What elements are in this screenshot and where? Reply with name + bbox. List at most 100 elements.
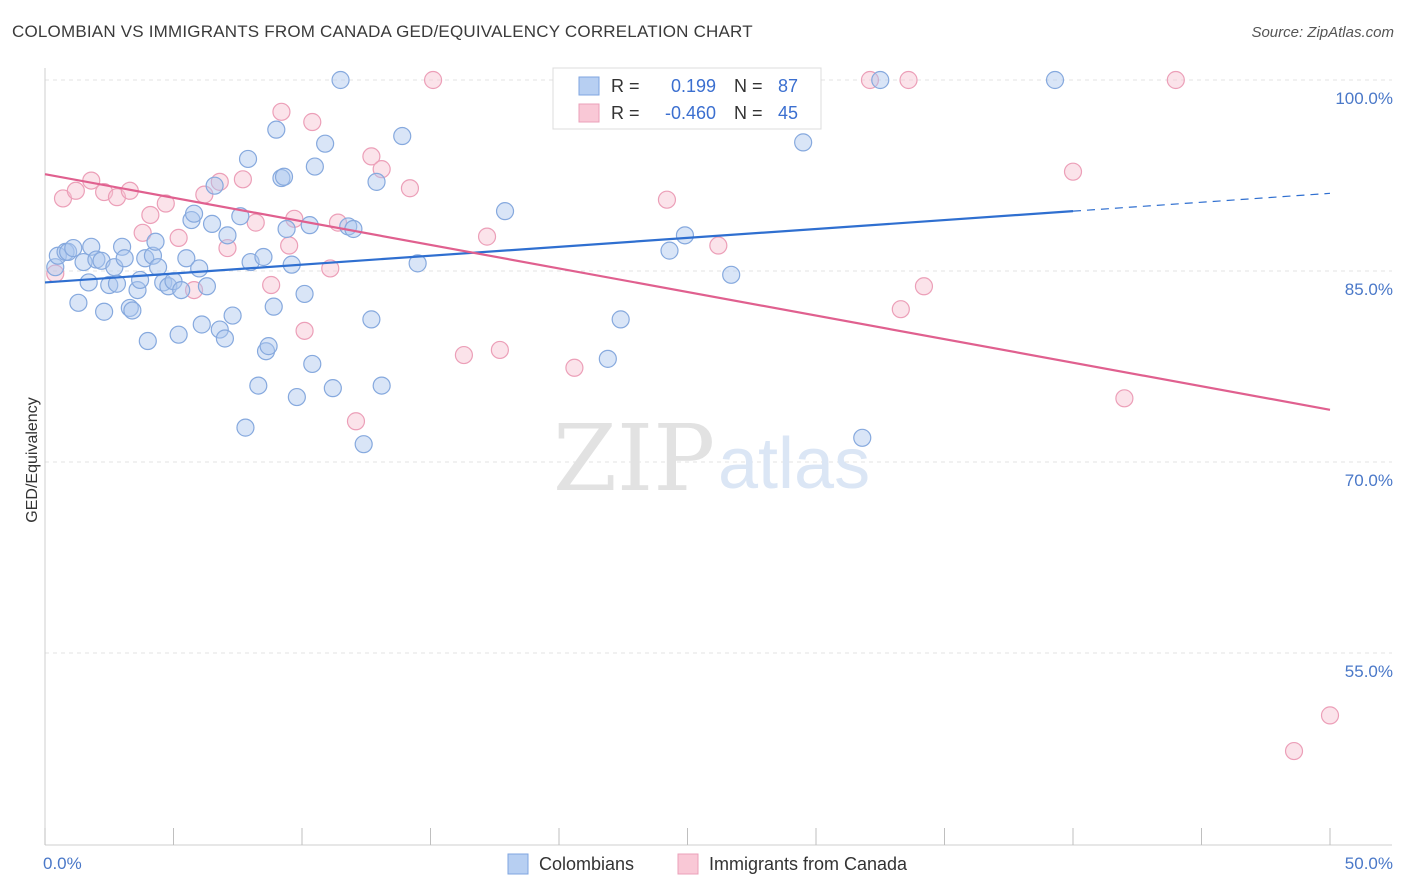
point-colombians (184, 204, 204, 223)
point-colombians (367, 172, 386, 191)
legend-n-label-1: N = (734, 76, 763, 96)
trend-lines (44, 173, 1331, 411)
correlation-legend: R = 0.199 N = 87 R = -0.460 N = 45 (552, 67, 822, 130)
legend-n-value-2: 45 (778, 103, 798, 123)
point-colombians (192, 315, 211, 334)
point-immigrants-from-canada (490, 340, 509, 360)
point-colombians (259, 337, 278, 356)
x-tick-min: 0.0% (43, 854, 82, 873)
legend-r-label-1: R = (611, 76, 640, 96)
point-colombians (794, 133, 813, 152)
y-tick-labels: 100.0% 85.0% 70.0% 55.0% (1335, 89, 1393, 681)
point-colombians (354, 435, 373, 454)
point-colombians (362, 310, 381, 329)
legend-swatch-blue (578, 76, 600, 96)
series-colombians (46, 70, 1065, 454)
point-colombians (305, 157, 324, 176)
point-immigrants-from-canada (891, 300, 910, 319)
point-colombians (143, 246, 163, 265)
point-colombians (177, 249, 196, 268)
point-colombians (123, 301, 142, 320)
point-colombians (331, 70, 350, 90)
point-immigrants-from-canada (899, 70, 918, 90)
point-immigrants-from-canada (400, 179, 420, 198)
point-colombians (853, 428, 872, 447)
point-colombians (495, 202, 515, 221)
point-immigrants-from-canada (272, 102, 291, 121)
point-colombians (202, 214, 222, 233)
point-colombians (393, 126, 412, 146)
y-tick-label: 85.0% (1345, 280, 1393, 299)
legend-r-value-2: -0.460 (665, 103, 716, 123)
point-colombians (408, 254, 427, 273)
point-immigrants-from-canada (454, 345, 474, 365)
point-colombians (130, 270, 150, 290)
point-colombians (64, 238, 83, 258)
series-immigrants-from-canada (46, 70, 1340, 761)
point-colombians (205, 176, 224, 195)
point-immigrants-from-canada (1284, 741, 1304, 761)
point-immigrants-from-canada (914, 277, 934, 296)
legend-swatch-pink (578, 103, 600, 123)
point-colombians (236, 418, 255, 437)
point-colombians (274, 167, 294, 186)
point-colombians (146, 232, 165, 251)
point-colombians (197, 277, 217, 296)
trend-line-colombians-extension (1072, 192, 1331, 212)
point-immigrants-from-canada (295, 321, 314, 340)
legend-n-label-2: N = (734, 103, 763, 123)
point-immigrants-from-canada (860, 70, 880, 90)
point-colombians (169, 325, 188, 344)
axes (44, 68, 1392, 846)
point-colombians (215, 329, 234, 348)
point-colombians (1045, 70, 1065, 90)
point-colombians (138, 331, 157, 351)
point-colombians (46, 258, 65, 277)
point-colombians (611, 310, 630, 329)
point-immigrants-from-canada (246, 213, 265, 232)
bottom-legend-swatch-immigrants (677, 853, 699, 875)
trend-line-immigrants-from-canada (44, 173, 1331, 411)
watermark-atlas: atlas (718, 424, 870, 504)
point-colombians (231, 207, 250, 226)
point-immigrants-from-canada (141, 205, 160, 225)
trend-line-colombians (44, 210, 1074, 284)
point-immigrants-from-canada (657, 190, 677, 209)
point-immigrants-from-canada (156, 194, 175, 213)
point-colombians (303, 354, 322, 374)
bottom-legend-swatch-colombians (507, 853, 529, 875)
point-colombians (95, 302, 114, 321)
point-colombians (277, 219, 296, 239)
point-colombians (249, 376, 268, 395)
point-colombians (218, 226, 237, 245)
point-immigrants-from-canada (280, 236, 299, 255)
y-tick-label: 70.0% (1345, 471, 1393, 490)
point-colombians (223, 306, 242, 325)
bottom-legend-immigrants: Immigrants from Canada (709, 854, 908, 874)
point-colombians (598, 349, 617, 368)
point-immigrants-from-canada (1063, 162, 1083, 181)
point-colombians (172, 281, 191, 300)
point-immigrants-from-canada (218, 238, 237, 258)
point-immigrants-from-canada (66, 181, 85, 200)
point-colombians (372, 376, 391, 395)
point-immigrants-from-canada (362, 147, 381, 166)
point-immigrants-from-canada (1320, 706, 1340, 725)
point-colombians (871, 70, 890, 90)
point-colombians (100, 275, 119, 295)
point-colombians (267, 120, 286, 139)
bottom-legend-colombians: Colombians (539, 854, 634, 874)
point-colombians (323, 379, 342, 398)
point-colombians (660, 241, 679, 260)
point-immigrants-from-canada (169, 228, 188, 247)
point-colombians (79, 273, 98, 292)
point-immigrants-from-canada (133, 223, 152, 242)
point-immigrants-from-canada (346, 412, 366, 431)
point-colombians (722, 265, 741, 284)
point-colombians (238, 149, 258, 169)
legend-r-label-2: R = (611, 103, 640, 123)
point-immigrants-from-canada (321, 259, 340, 278)
point-colombians (256, 342, 276, 361)
point-colombians (112, 237, 132, 256)
point-immigrants-from-canada (262, 275, 281, 295)
